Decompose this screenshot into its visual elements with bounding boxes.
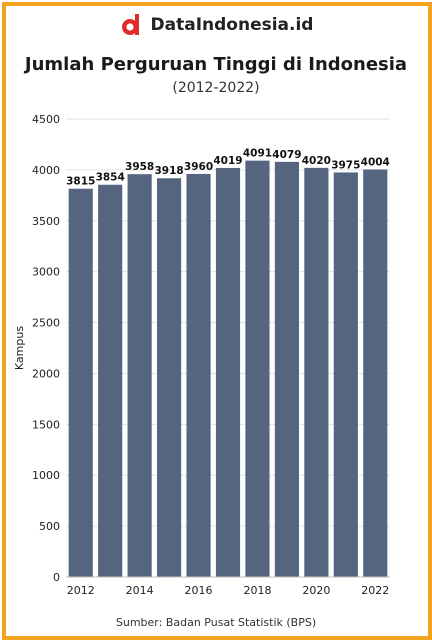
y-tick-label: 3000 bbox=[32, 266, 60, 279]
bar bbox=[304, 167, 329, 577]
data-label: 3960 bbox=[184, 161, 213, 173]
y-tick-label: 3500 bbox=[32, 215, 60, 228]
source-note: Sumber: Badan Pusat Statistik (BPS) bbox=[115, 616, 317, 629]
data-label: 3815 bbox=[66, 176, 95, 188]
data-label: 3854 bbox=[96, 172, 125, 184]
bar bbox=[363, 169, 388, 577]
x-tick-label: 2012 bbox=[67, 584, 95, 597]
bar bbox=[127, 174, 152, 577]
chart-subtitle: (2012-2022) bbox=[172, 80, 260, 96]
brand-header: DataIndonesia.id bbox=[0, 12, 432, 38]
bar bbox=[333, 172, 358, 577]
bar bbox=[215, 167, 241, 577]
y-tick-label: 1000 bbox=[32, 469, 60, 482]
y-tick-label: 1500 bbox=[32, 418, 60, 431]
bar bbox=[98, 184, 123, 577]
bar bbox=[157, 178, 182, 577]
data-label: 4091 bbox=[243, 148, 272, 160]
x-tick-label: 2018 bbox=[243, 584, 271, 597]
data-label: 3958 bbox=[125, 161, 154, 173]
y-tick-label: 4500 bbox=[32, 113, 60, 126]
y-tick-label: 2500 bbox=[32, 317, 60, 330]
bar bbox=[186, 173, 211, 577]
bar bbox=[68, 188, 93, 577]
chart-title: Jumlah Perguruan Tinggi di Indonesia bbox=[24, 54, 408, 75]
data-label: 3918 bbox=[154, 165, 183, 177]
y-tick-label: 0 bbox=[53, 571, 60, 584]
y-tick-label: 4000 bbox=[32, 164, 60, 177]
brand-name: DataIndonesia.id bbox=[150, 15, 314, 35]
bar bbox=[274, 161, 299, 577]
y-axis-label: Kampus bbox=[13, 326, 26, 370]
data-label: 3975 bbox=[331, 159, 360, 171]
y-tick-label: 500 bbox=[39, 520, 60, 533]
x-tick-label: 2022 bbox=[361, 584, 389, 597]
y-tick-label: 2000 bbox=[32, 367, 60, 380]
data-label: 4079 bbox=[272, 149, 301, 161]
data-label: 4019 bbox=[213, 155, 242, 167]
x-tick-label: 2020 bbox=[302, 584, 330, 597]
x-tick-label: 2014 bbox=[126, 584, 154, 597]
data-label: 4004 bbox=[361, 156, 390, 168]
bar bbox=[245, 160, 270, 577]
x-tick-label: 2016 bbox=[185, 584, 213, 597]
data-label: 4020 bbox=[302, 155, 331, 167]
dataindonesia-logo-icon bbox=[121, 14, 139, 35]
